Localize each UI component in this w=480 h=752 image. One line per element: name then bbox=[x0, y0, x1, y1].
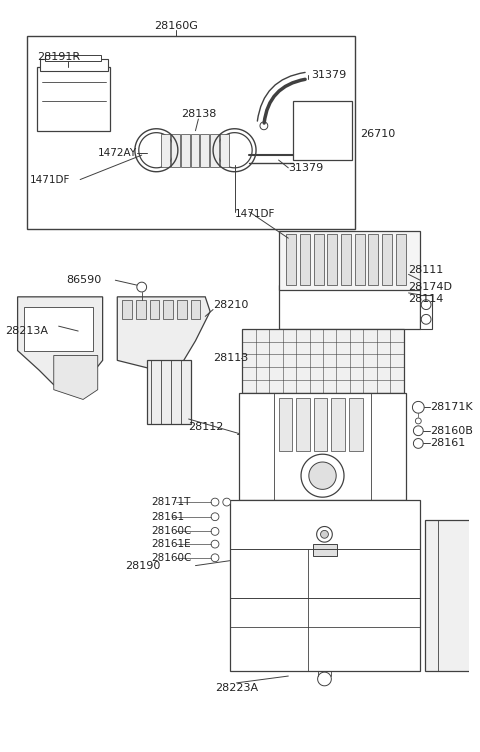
Bar bbox=[278, 398, 292, 451]
Bar bbox=[341, 235, 351, 285]
Polygon shape bbox=[421, 300, 431, 310]
Text: 1472AY: 1472AY bbox=[98, 148, 137, 158]
Bar bbox=[425, 520, 480, 671]
Text: 28160B: 28160B bbox=[430, 426, 473, 435]
Text: 28160C: 28160C bbox=[152, 526, 192, 536]
Text: 28174D: 28174D bbox=[408, 282, 453, 292]
Polygon shape bbox=[137, 282, 146, 292]
Text: 28114: 28114 bbox=[408, 294, 444, 304]
Text: 28190: 28190 bbox=[125, 560, 160, 571]
Polygon shape bbox=[309, 462, 336, 490]
Bar bbox=[293, 102, 352, 160]
Bar bbox=[150, 300, 159, 320]
Polygon shape bbox=[318, 672, 331, 686]
Polygon shape bbox=[321, 530, 328, 538]
Polygon shape bbox=[223, 498, 231, 506]
Text: 31379: 31379 bbox=[288, 163, 324, 173]
Polygon shape bbox=[139, 132, 174, 168]
Polygon shape bbox=[18, 297, 103, 390]
Bar bbox=[171, 134, 180, 167]
Bar bbox=[220, 134, 228, 167]
Bar bbox=[420, 295, 432, 329]
Text: 28138: 28138 bbox=[181, 109, 216, 119]
Polygon shape bbox=[217, 132, 252, 168]
Bar bbox=[161, 134, 170, 167]
Polygon shape bbox=[24, 307, 93, 350]
Polygon shape bbox=[413, 426, 423, 435]
Bar bbox=[242, 329, 404, 393]
Polygon shape bbox=[211, 540, 219, 548]
Polygon shape bbox=[117, 297, 210, 370]
Text: 28223A: 28223A bbox=[215, 683, 258, 693]
Text: 26710: 26710 bbox=[360, 129, 395, 138]
Text: 28160C: 28160C bbox=[152, 553, 192, 562]
Bar bbox=[349, 398, 362, 451]
Bar bbox=[210, 134, 219, 167]
Polygon shape bbox=[413, 438, 423, 448]
Bar bbox=[382, 235, 392, 285]
Text: 86590: 86590 bbox=[66, 275, 102, 285]
Text: 28112: 28112 bbox=[188, 422, 223, 432]
Text: 28191R: 28191R bbox=[37, 53, 80, 62]
Bar bbox=[200, 134, 209, 167]
Bar bbox=[177, 300, 187, 320]
Bar bbox=[314, 398, 327, 451]
Text: 28213A: 28213A bbox=[5, 326, 48, 336]
Polygon shape bbox=[260, 122, 268, 129]
Bar bbox=[240, 393, 406, 500]
Polygon shape bbox=[421, 314, 431, 324]
Bar bbox=[300, 235, 310, 285]
Bar bbox=[327, 235, 337, 285]
Polygon shape bbox=[301, 454, 344, 497]
Bar bbox=[163, 300, 173, 320]
Bar bbox=[45, 56, 101, 62]
Polygon shape bbox=[54, 356, 98, 399]
Bar bbox=[122, 300, 132, 320]
Bar bbox=[331, 398, 345, 451]
Bar bbox=[191, 300, 200, 320]
Bar bbox=[40, 59, 108, 71]
Bar bbox=[278, 285, 420, 329]
Polygon shape bbox=[317, 526, 332, 542]
Polygon shape bbox=[412, 402, 424, 413]
Bar bbox=[369, 235, 378, 285]
Polygon shape bbox=[211, 498, 219, 506]
Polygon shape bbox=[415, 418, 421, 424]
Bar bbox=[136, 300, 145, 320]
Text: 1471DF: 1471DF bbox=[235, 209, 275, 219]
Bar bbox=[287, 235, 296, 285]
Text: 28171K: 28171K bbox=[430, 402, 473, 412]
Bar bbox=[146, 360, 191, 424]
Bar bbox=[355, 235, 364, 285]
Text: 28210: 28210 bbox=[213, 299, 249, 310]
Text: 1471DF: 1471DF bbox=[29, 174, 70, 184]
Bar bbox=[37, 67, 110, 131]
Bar bbox=[27, 36, 355, 229]
Bar bbox=[191, 134, 199, 167]
Text: 28160G: 28160G bbox=[154, 21, 198, 31]
Polygon shape bbox=[211, 513, 219, 520]
Polygon shape bbox=[211, 554, 219, 562]
Text: 28171T: 28171T bbox=[152, 497, 191, 507]
Text: 28113: 28113 bbox=[213, 353, 248, 363]
Bar bbox=[314, 235, 324, 285]
Bar bbox=[229, 500, 420, 671]
Text: 28161E: 28161E bbox=[152, 539, 191, 549]
Bar bbox=[313, 544, 337, 556]
Bar bbox=[278, 232, 420, 290]
Bar bbox=[396, 235, 406, 285]
Bar bbox=[296, 398, 310, 451]
Bar bbox=[181, 134, 190, 167]
Text: 28161: 28161 bbox=[152, 512, 185, 522]
Polygon shape bbox=[146, 148, 156, 158]
Text: 28111: 28111 bbox=[408, 265, 444, 275]
Text: 28161: 28161 bbox=[430, 438, 465, 448]
Polygon shape bbox=[211, 527, 219, 535]
Text: 31379: 31379 bbox=[311, 70, 346, 80]
